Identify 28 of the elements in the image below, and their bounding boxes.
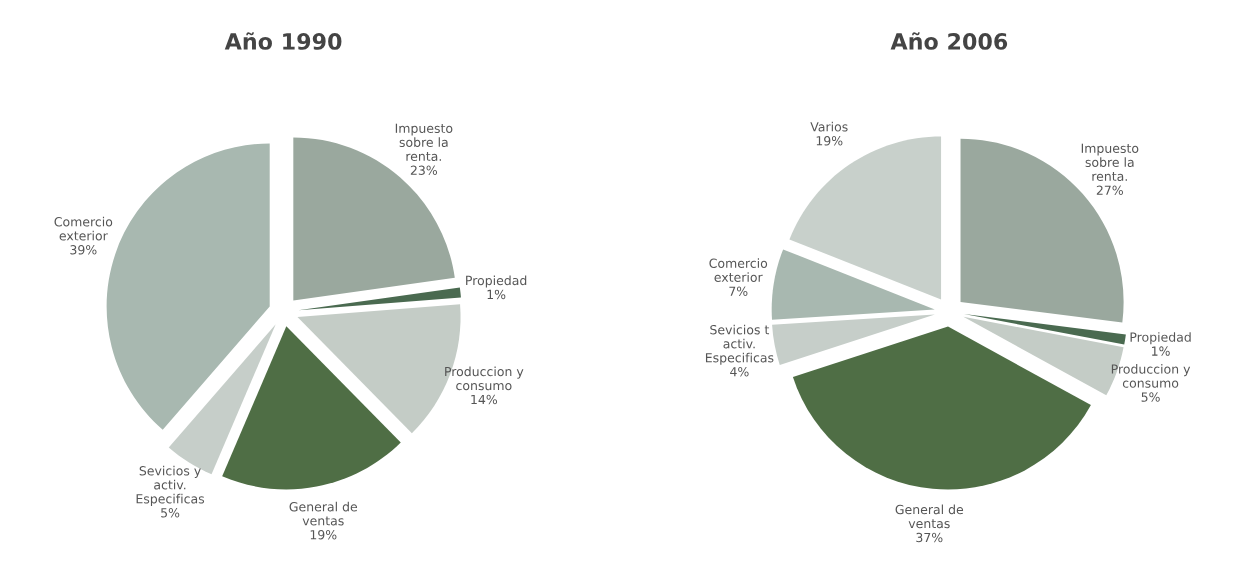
data-label: 14% bbox=[471, 394, 498, 405]
data-label: 7% bbox=[729, 286, 748, 296]
data-label: 19% bbox=[816, 136, 843, 146]
chart-title: Año 2006 bbox=[890, 32, 1008, 50]
slice-label: Sevicios y activ. Especificas bbox=[136, 465, 205, 506]
data-label: 5% bbox=[1141, 392, 1160, 402]
slice-label: Produccion y consumo bbox=[1111, 364, 1191, 388]
slice-label: Impuesto sobre la renta. bbox=[395, 123, 453, 161]
slice-label: Propiedad bbox=[1130, 332, 1191, 345]
slice-label: Impuesto sobre la renta. bbox=[1081, 143, 1139, 181]
slice-label: General de ventas bbox=[895, 504, 964, 529]
data-label: 4% bbox=[730, 366, 749, 377]
chart-title: Año 1990 bbox=[224, 32, 342, 50]
slice-label: Propiedad bbox=[466, 275, 527, 288]
data-label: 19% bbox=[310, 529, 337, 540]
data-label: 23% bbox=[410, 165, 438, 175]
slice-label: Varios bbox=[810, 121, 848, 132]
slice-label: Produccion y consumo bbox=[445, 366, 524, 391]
data-label: 1% bbox=[487, 289, 506, 300]
slice-label: Comercio exterior bbox=[54, 216, 113, 241]
data-label: 27% bbox=[1096, 185, 1123, 195]
data-label: 37% bbox=[916, 532, 943, 543]
slice-label: General de ventas bbox=[289, 501, 358, 526]
slice-label: Sevicios t activ. Especificas bbox=[705, 324, 774, 365]
data-label: 39% bbox=[70, 245, 97, 255]
data-label: 5% bbox=[161, 508, 180, 518]
slice-label: Comercio exterior bbox=[709, 258, 768, 282]
data-label: 1% bbox=[1152, 346, 1170, 356]
